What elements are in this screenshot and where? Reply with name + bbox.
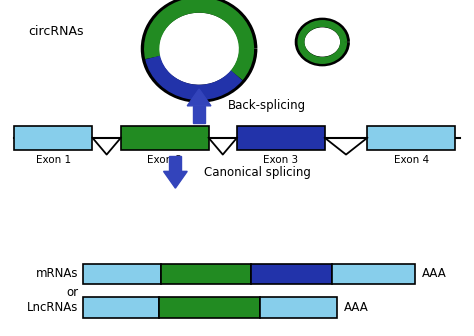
Bar [169,156,181,171]
Bar [83,297,159,318]
Bar [261,297,337,318]
Bar [367,126,455,150]
Bar [250,264,332,284]
Text: Exon 3: Exon 3 [263,155,299,165]
Bar [159,297,261,318]
Text: Canonical splicing: Canonical splicing [204,166,310,179]
Text: circRNAs: circRNAs [28,26,84,38]
Text: Exon 1: Exon 1 [36,155,71,165]
Text: AAA: AAA [344,301,368,314]
Bar [332,264,415,284]
Text: Exon 4: Exon 4 [393,155,429,165]
Text: mRNAs: mRNAs [36,267,78,280]
Bar [14,126,92,150]
Polygon shape [187,89,211,106]
Text: AAA: AAA [422,267,447,280]
Text: or: or [66,286,78,299]
Bar [83,264,161,284]
Text: Exon 2: Exon 2 [147,155,182,165]
Text: LncRNAs: LncRNAs [27,301,78,314]
Bar [237,126,325,150]
Bar [161,264,250,284]
Text: Back-splicing: Back-splicing [228,99,306,112]
Polygon shape [164,171,187,188]
Bar [193,106,205,123]
Bar [121,126,209,150]
